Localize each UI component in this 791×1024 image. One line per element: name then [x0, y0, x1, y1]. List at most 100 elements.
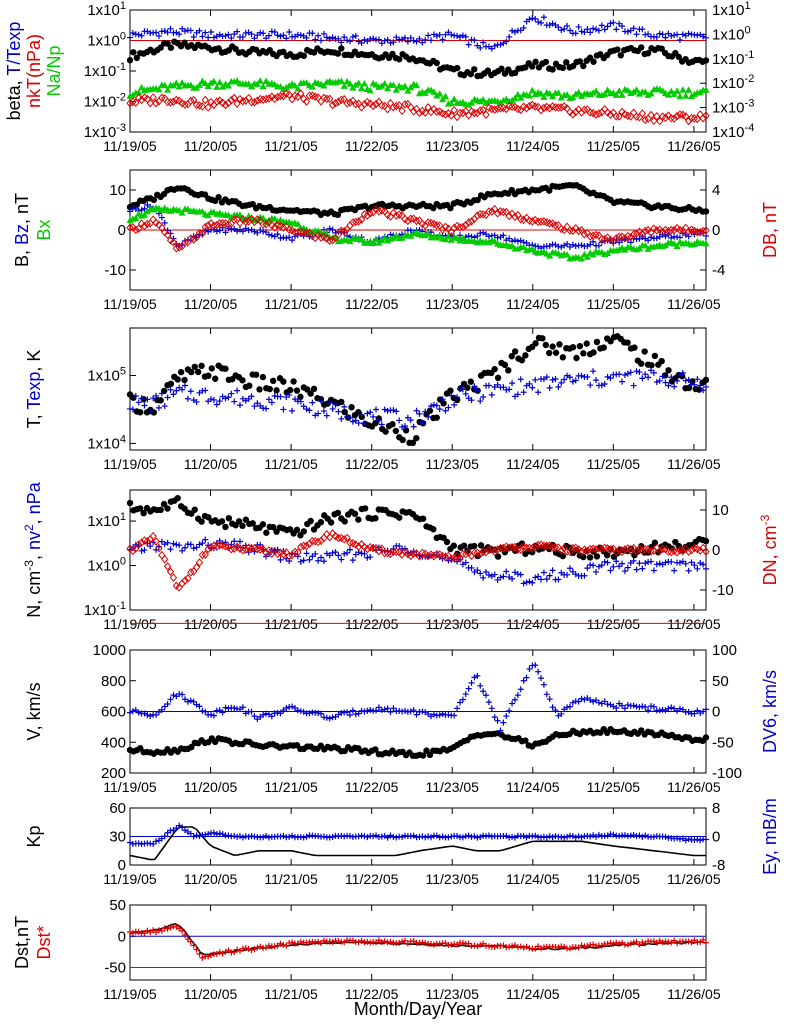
- data-point: [511, 94, 519, 102]
- data-point: [274, 32, 281, 39]
- data-point: [555, 383, 562, 390]
- data-point: [268, 399, 275, 406]
- data-point: [517, 686, 524, 693]
- data-point: [551, 221, 560, 230]
- data-point: [384, 705, 391, 712]
- data-point: [702, 86, 710, 93]
- data-point: [175, 243, 183, 252]
- data-point: [242, 945, 249, 952]
- data-point: [653, 226, 661, 235]
- data-point: [213, 542, 221, 552]
- data-point: [381, 234, 389, 241]
- data-point: [658, 357, 665, 365]
- right-axis-label: DN, cm-3: [758, 514, 780, 585]
- data-point: [488, 45, 495, 52]
- data-point: [471, 542, 478, 550]
- data-point: [381, 37, 388, 44]
- data-point: [558, 27, 565, 34]
- data-point: [208, 365, 215, 372]
- data-point: [338, 556, 345, 563]
- x-tick-label: 11/24/05: [506, 616, 560, 632]
- data-point: [346, 414, 353, 421]
- data-point: [167, 696, 174, 703]
- data-point: [195, 228, 204, 238]
- data-point: [260, 711, 267, 718]
- data-point: [569, 344, 577, 351]
- data-point: [361, 550, 368, 557]
- series-nktnpa: [126, 89, 710, 126]
- data-point: [453, 112, 461, 122]
- data-point: [488, 545, 496, 554]
- data-point: [474, 834, 481, 841]
- data-point: [135, 224, 143, 233]
- data-point: [129, 204, 136, 211]
- data-point: [132, 393, 139, 400]
- data-point: [581, 572, 588, 579]
- data-point: [251, 228, 258, 235]
- data-point: [480, 394, 487, 401]
- data-point: [334, 97, 343, 107]
- data-point: [167, 207, 175, 214]
- data-point: [430, 941, 437, 948]
- data-point: [184, 574, 192, 583]
- data-point: [198, 229, 207, 238]
- data-point: [559, 64, 567, 72]
- data-point: [293, 387, 301, 394]
- x-tick-label: 11/21/05: [264, 138, 318, 154]
- data-point: [638, 360, 645, 367]
- data-point: [218, 218, 227, 228]
- data-point: [627, 232, 635, 242]
- left-axis-label: Dst,nT: [12, 916, 32, 969]
- x-tick-label: 11/22/05: [345, 986, 399, 1002]
- data-point: [653, 561, 660, 568]
- data-point: [329, 549, 336, 556]
- tick-label: 1x101: [87, 511, 126, 530]
- data-point: [415, 108, 424, 118]
- data-point: [372, 419, 379, 427]
- x-tick-label: 11/21/05: [264, 871, 318, 887]
- data-point: [216, 398, 223, 405]
- data-point: [485, 832, 492, 839]
- data-point: [538, 576, 545, 583]
- data-point: [153, 838, 160, 845]
- data-point: [474, 233, 481, 240]
- data-point: [158, 206, 166, 213]
- data-point: [239, 522, 246, 530]
- data-point: [528, 245, 536, 252]
- data-point: [280, 941, 287, 948]
- data-point: [140, 221, 149, 231]
- data-point: [566, 374, 573, 381]
- x-tick-label: 11/25/05: [587, 296, 641, 312]
- x-tick-label: 11/21/05: [264, 456, 318, 472]
- data-point: [367, 707, 374, 714]
- data-point: [647, 89, 655, 97]
- data-point: [370, 413, 377, 420]
- data-point: [135, 88, 143, 96]
- data-point: [247, 543, 256, 553]
- data-point: [459, 234, 467, 241]
- data-point: [167, 924, 174, 931]
- data-point: [433, 59, 440, 67]
- data-point: [607, 375, 614, 382]
- data-point: [491, 944, 498, 951]
- data-point: [471, 66, 478, 73]
- data-point: [271, 29, 278, 36]
- data-point: [259, 521, 267, 528]
- data-point: [509, 833, 516, 840]
- left-axis-label-2: nkT(nPa): [24, 34, 44, 108]
- data-point: [549, 20, 556, 27]
- data-point: [688, 92, 696, 99]
- data-point: [277, 33, 284, 40]
- data-point: [430, 526, 437, 533]
- data-point: [372, 515, 379, 522]
- data-point: [549, 66, 556, 73]
- data-point: [566, 107, 574, 117]
- data-point: [665, 938, 672, 945]
- data-point: [303, 833, 310, 840]
- data-point: [361, 833, 368, 840]
- data-point: [514, 391, 521, 398]
- data-point: [135, 928, 142, 935]
- data-point: [202, 708, 209, 715]
- data-point: [413, 711, 420, 718]
- data-point: [668, 32, 675, 39]
